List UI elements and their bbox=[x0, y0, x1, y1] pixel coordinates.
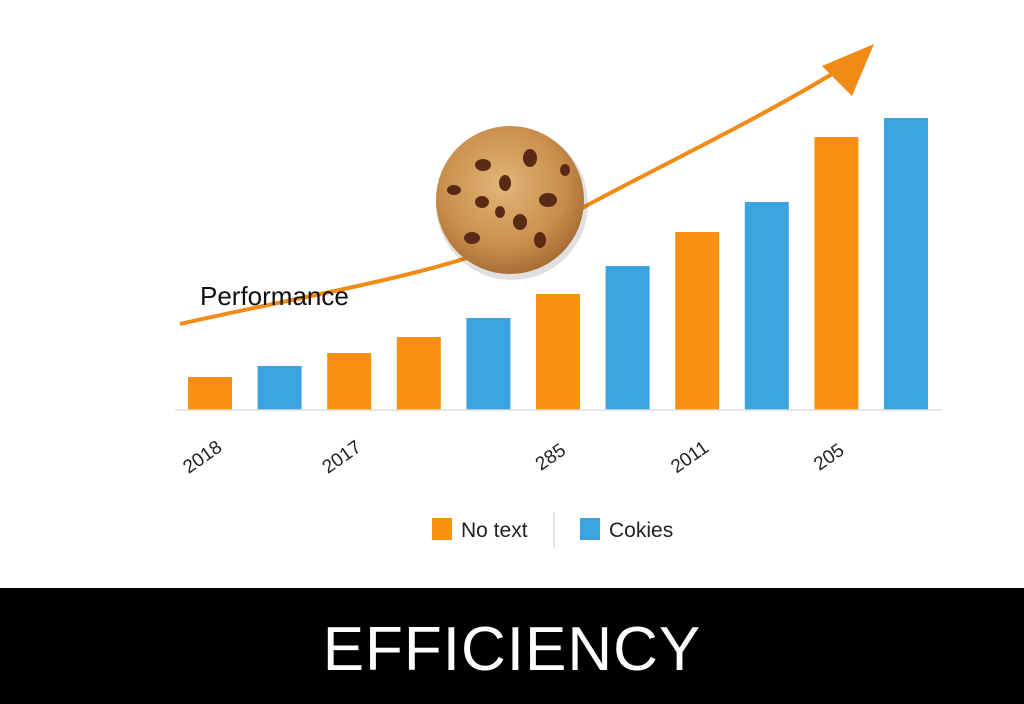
bar-4 bbox=[466, 318, 511, 410]
x-tick-label: 2018 bbox=[180, 437, 227, 478]
legend-label-cokies: Cokies bbox=[609, 519, 673, 542]
banner bbox=[0, 588, 1024, 704]
x-tick-label: 285 bbox=[532, 440, 570, 475]
bar-6 bbox=[605, 266, 650, 410]
x-tick-labels: 2018 2017 285 2011 205 bbox=[180, 437, 849, 478]
bar-2 bbox=[327, 353, 372, 410]
legend: No text Cokies bbox=[432, 512, 673, 548]
x-tick-label: 2011 bbox=[667, 437, 713, 478]
bar-9 bbox=[814, 137, 859, 410]
bar-10 bbox=[884, 118, 928, 410]
x-tick-label: 205 bbox=[810, 440, 848, 475]
x-tick-label: 2017 bbox=[319, 437, 366, 478]
bar-0 bbox=[188, 377, 232, 410]
legend-label-no-text: No text bbox=[461, 519, 528, 542]
trend-arrow-head-icon bbox=[822, 44, 874, 96]
legend-swatch-cokies bbox=[580, 518, 600, 540]
banner-title: EFFICIENCY bbox=[323, 615, 702, 684]
bars-group bbox=[188, 118, 928, 410]
bar-8 bbox=[744, 202, 789, 410]
bar-7 bbox=[675, 232, 720, 410]
bar-1 bbox=[257, 366, 302, 410]
bar-3 bbox=[396, 337, 441, 410]
bar-5 bbox=[536, 294, 580, 410]
cookie-image bbox=[436, 126, 588, 280]
trend-label: Performance bbox=[200, 281, 349, 311]
legend-swatch-no-text bbox=[432, 518, 452, 540]
